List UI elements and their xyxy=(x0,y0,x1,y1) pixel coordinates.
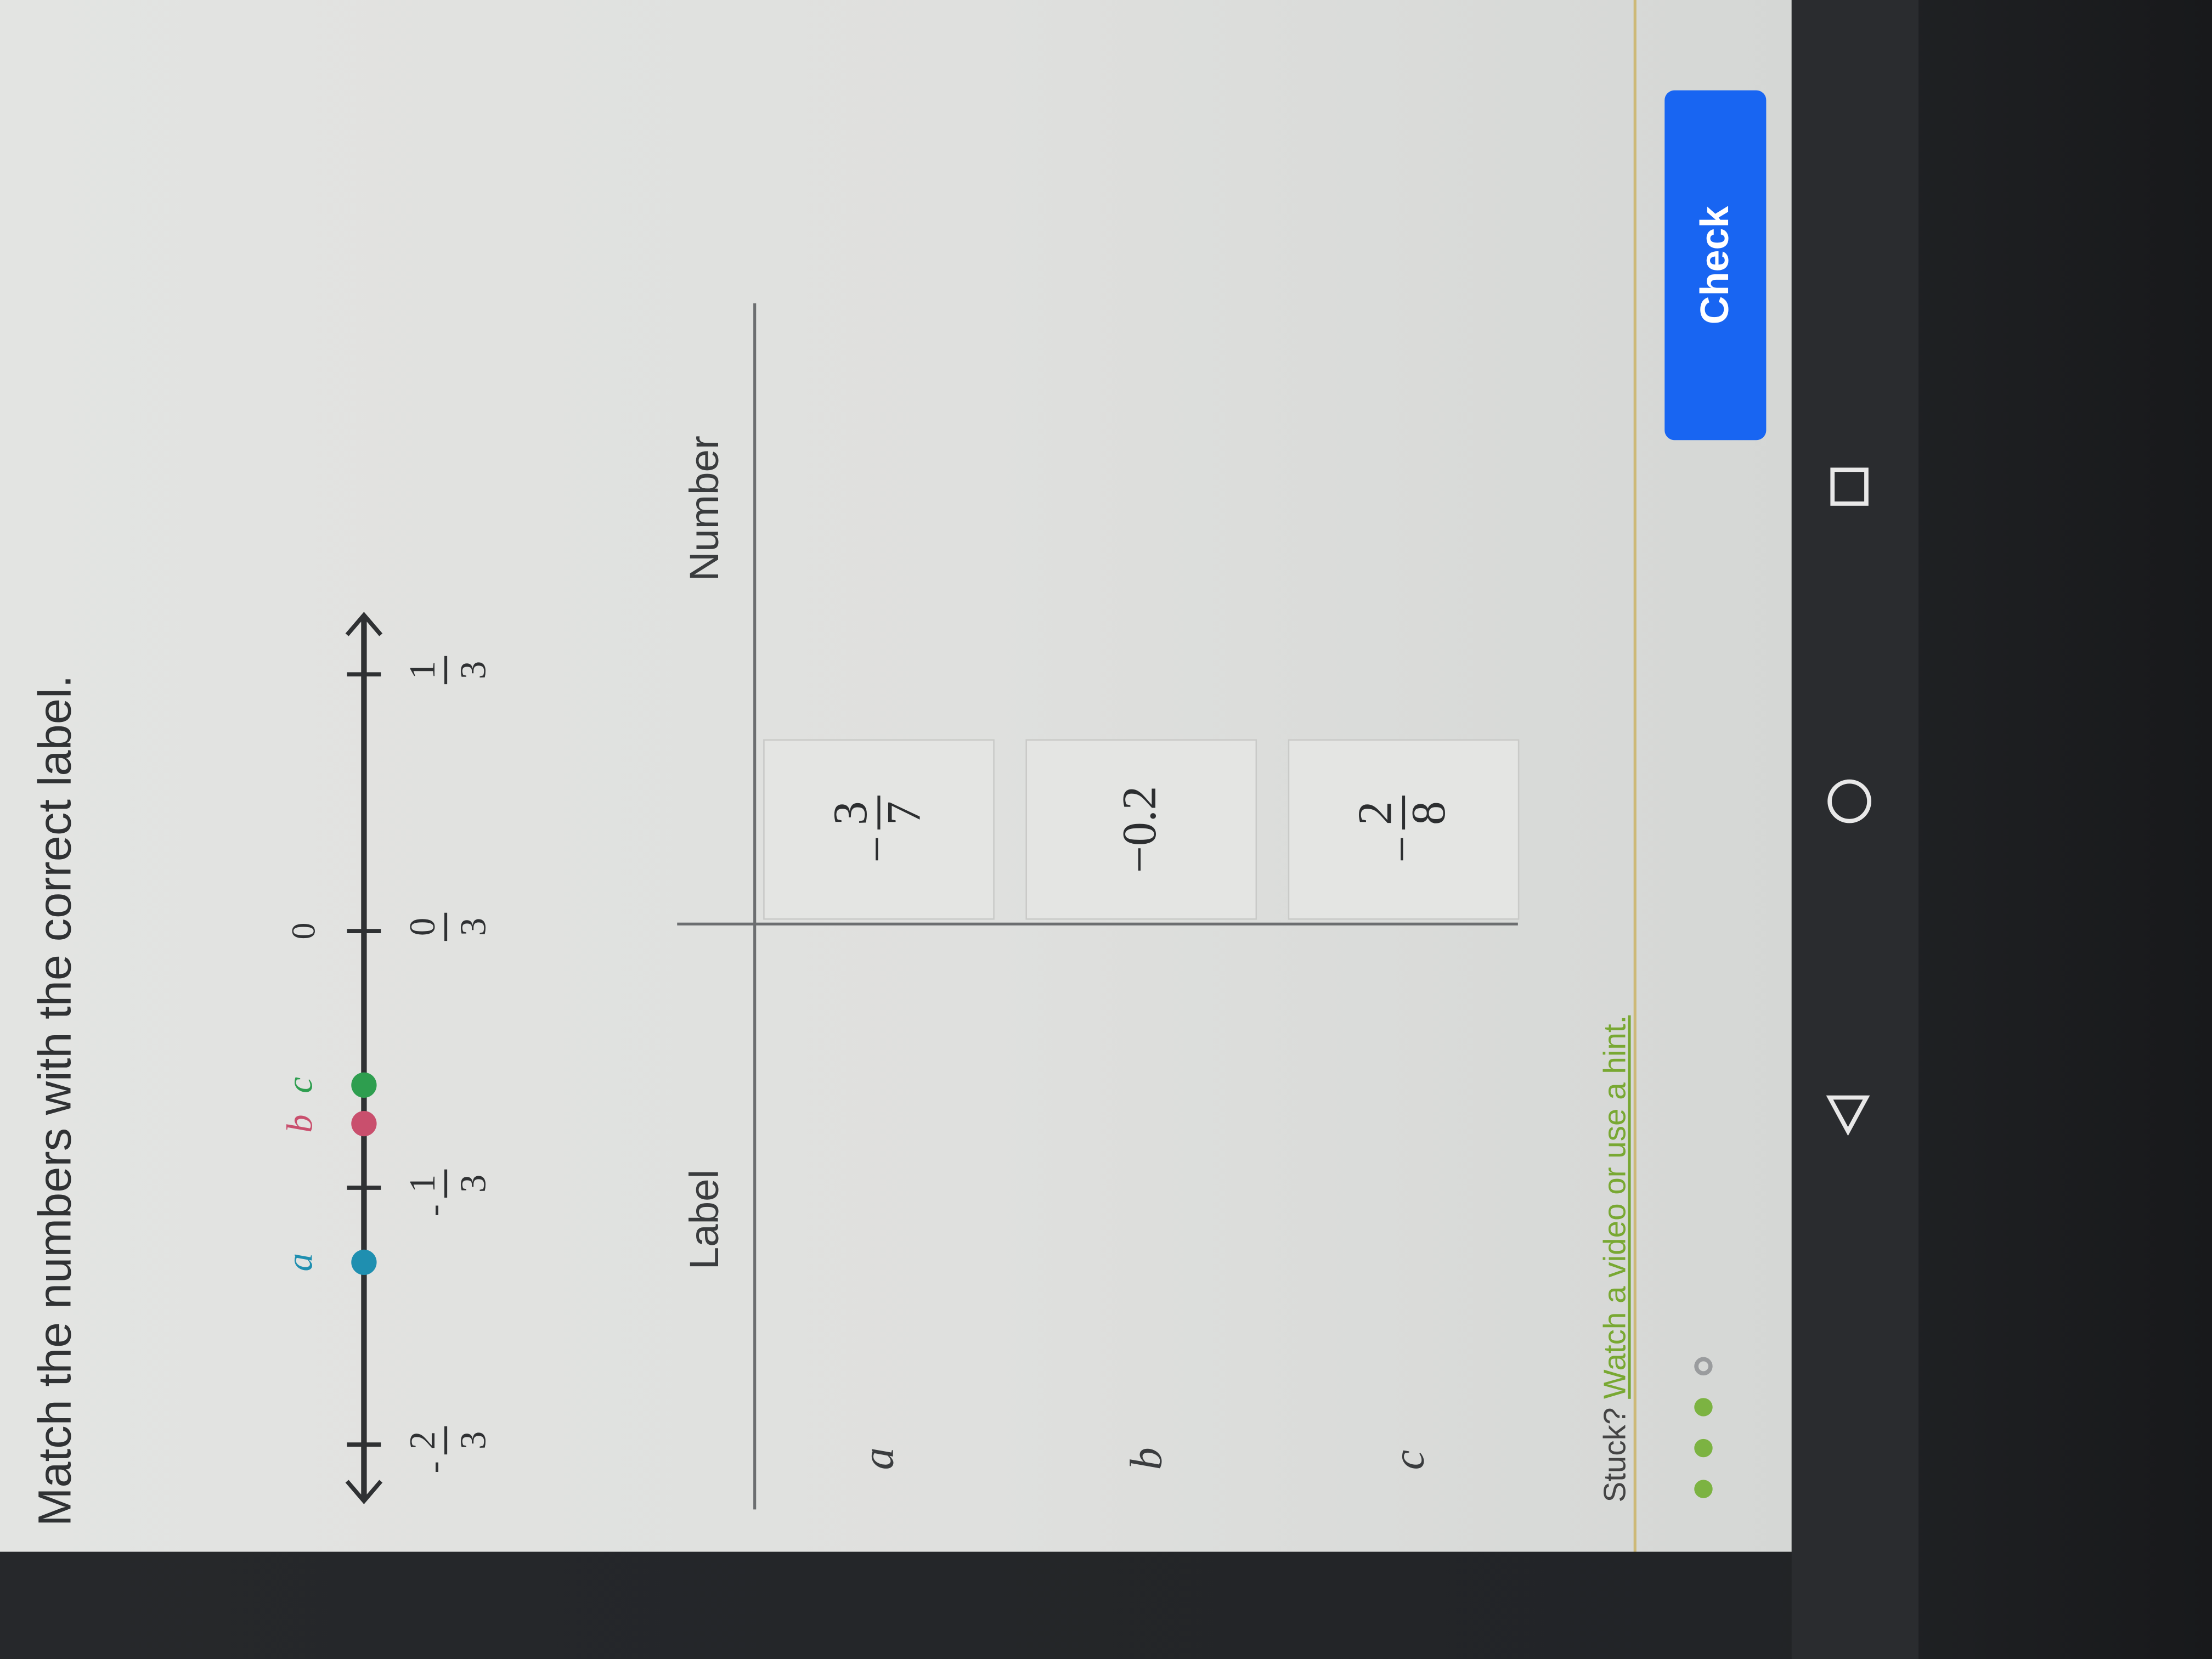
tick-denominator: 3 xyxy=(453,1175,494,1193)
row-label-b: b xyxy=(1120,1447,1171,1470)
progress-dot-complete xyxy=(1694,1438,1713,1458)
point-a xyxy=(351,1249,377,1275)
tick-numerator: 1 xyxy=(402,661,443,679)
point-b xyxy=(351,1110,377,1137)
check-button[interactable]: Check xyxy=(1664,90,1767,441)
number-tile-2[interactable]: −0.2 xyxy=(1025,739,1257,920)
home-icon[interactable] xyxy=(1827,779,1871,823)
help-line: Stuck? Watch a video or use a hint. xyxy=(1597,1015,1634,1503)
point-c xyxy=(351,1072,377,1098)
tick-numerator: 1 xyxy=(402,1175,443,1193)
tile-sign: − xyxy=(852,836,905,863)
tile-denominator: 8 xyxy=(1403,801,1456,826)
hint-link[interactable]: Watch a video or use a hint. xyxy=(1596,1015,1633,1399)
label-column-header: Label xyxy=(682,1169,728,1270)
header-divider xyxy=(753,303,757,1510)
tile-numerator: 3 xyxy=(825,801,878,826)
stuck-text: Stuck? xyxy=(1596,1407,1633,1503)
tile-value: −0.2 xyxy=(1114,786,1167,873)
right-arrow-icon xyxy=(345,612,383,636)
tick-numerator: 2 xyxy=(402,1431,443,1449)
progress-dot-complete xyxy=(1694,1398,1713,1417)
tick-sign: - xyxy=(414,1461,454,1473)
tick-numerator: 0 xyxy=(402,918,443,936)
question-title: Match the numbers with the correct label… xyxy=(28,675,81,1527)
row-label-c: c xyxy=(1382,1449,1434,1470)
tile-denominator: 7 xyxy=(878,801,932,826)
device-bezel xyxy=(1791,0,1919,1659)
left-arrow-icon xyxy=(345,1480,383,1504)
point-label-b: b xyxy=(279,1114,320,1132)
tick-denominator: 3 xyxy=(453,661,494,679)
number-column-header: Number xyxy=(682,436,728,582)
column-divider xyxy=(677,922,1518,926)
tick-sign: - xyxy=(414,1204,454,1216)
tile-numerator: 2 xyxy=(1350,801,1402,826)
tick-denominator: 3 xyxy=(453,918,494,936)
row-label-a: a xyxy=(852,1447,903,1470)
footer-divider xyxy=(1633,0,1637,1552)
tile-sign: − xyxy=(1376,836,1429,863)
zero-label: 0 xyxy=(285,923,322,940)
back-icon[interactable] xyxy=(1826,1095,1870,1136)
point-label-c: c xyxy=(279,1077,320,1093)
progress-dot-pending xyxy=(1694,1357,1713,1376)
android-nav-bar xyxy=(1826,467,1871,1136)
tick-denominator: 3 xyxy=(453,1431,494,1449)
exercise-screen: Match the numbers with the correct label… xyxy=(0,0,1792,1552)
point-label-a: a xyxy=(279,1253,320,1271)
progress-dot-complete xyxy=(1694,1480,1713,1498)
recents-icon[interactable] xyxy=(1830,467,1869,506)
